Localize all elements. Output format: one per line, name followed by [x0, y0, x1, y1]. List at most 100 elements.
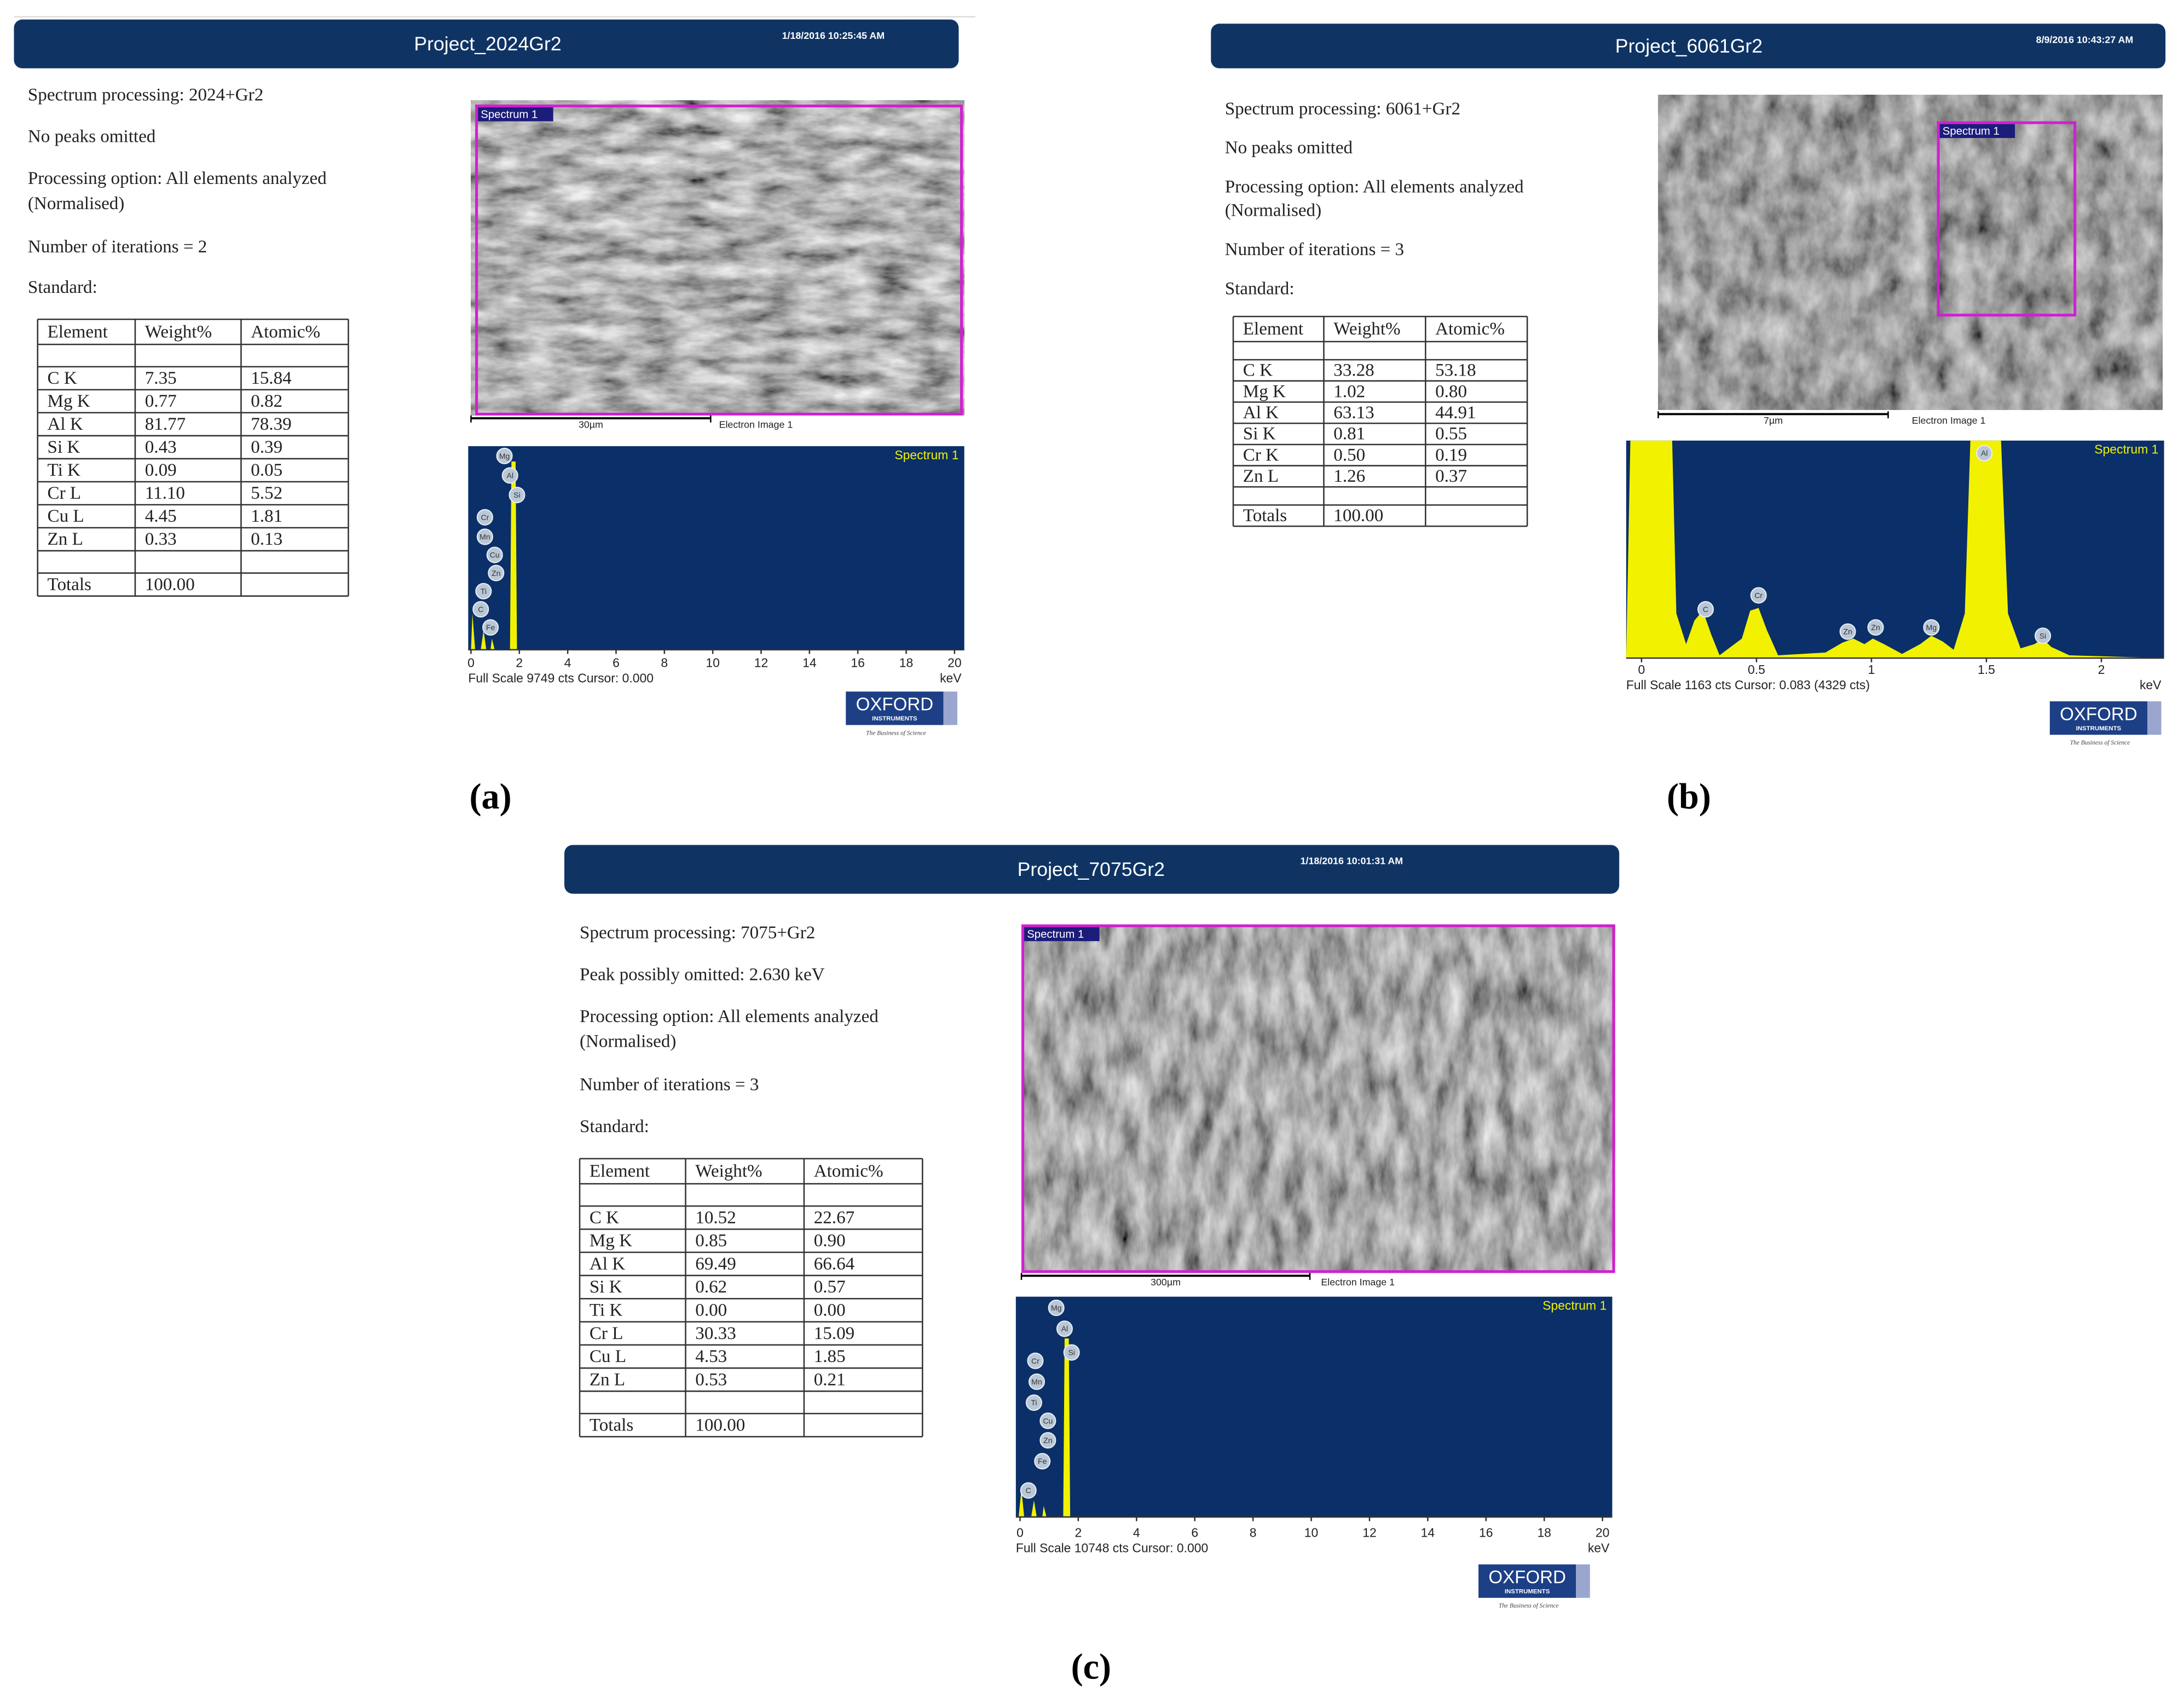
spectrum-tick-label: 20	[948, 655, 961, 670]
logo-strip	[1576, 1564, 1590, 1598]
table-cell: Totals	[48, 575, 91, 595]
spectrum-tick-label: 20	[1596, 1526, 1609, 1540]
table-cell: 15.84	[251, 368, 292, 388]
image-caption: Electron Image 1	[719, 419, 793, 430]
peak-marker	[501, 467, 518, 484]
spectrum-tick-label: 2	[516, 655, 523, 670]
info-line: Number of iterations = 3	[580, 1075, 759, 1095]
table-cell: 100.00	[1333, 506, 1383, 526]
table-cell: Totals	[1243, 506, 1287, 526]
table-cell: 10.52	[695, 1208, 736, 1227]
table-cell: Ti K	[48, 460, 81, 480]
logo-strip	[943, 691, 957, 725]
spectrum-unit: keV	[1588, 1541, 1610, 1555]
peak-label: Fe	[1038, 1457, 1047, 1465]
info-line: (Normalised)	[580, 1032, 676, 1052]
spectrum-tick-label: 1	[1868, 662, 1875, 677]
peak-label: C	[1703, 605, 1708, 614]
table-cell: 0.80	[1435, 382, 1467, 401]
peak-marker	[1039, 1412, 1056, 1429]
spectrum-status: Full Scale 1163 cts Cursor: 0.083 (4329 …	[1626, 678, 1870, 692]
table-cell: Zn L	[590, 1370, 625, 1389]
header-bar	[564, 845, 1620, 894]
spectrum-tick-label: 8	[1250, 1526, 1257, 1540]
table-cell: 0.05	[251, 460, 282, 480]
spectrum-trace	[1626, 440, 2164, 659]
table-cell: Mg K	[590, 1231, 632, 1251]
peak-marker	[475, 582, 492, 599]
scale-label: 7µm	[1764, 415, 1783, 426]
table-cell: 0.53	[695, 1370, 727, 1389]
table-cell: 22.67	[814, 1208, 854, 1227]
info-line: Number of iterations = 3	[1225, 240, 1404, 259]
table-cell: 0.62	[695, 1277, 727, 1297]
peak-label: Mg	[1051, 1303, 1061, 1312]
peak-marker	[1063, 1344, 1080, 1361]
spectrum-unit: keV	[2140, 678, 2162, 692]
peak-marker	[1750, 587, 1767, 604]
info-line: Spectrum processing: 6061+Gr2	[1225, 99, 1460, 119]
spectrum-tick-label: 14	[802, 655, 817, 670]
spectrum-label: Spectrum 1	[1542, 1299, 1607, 1313]
logo-tagline: The Business of Science	[2070, 740, 2130, 746]
table-cell: 0.55	[1435, 424, 1467, 444]
spectrum-status: Full Scale 10748 cts Cursor: 0.000	[1016, 1541, 1208, 1555]
peak-label: Zn	[492, 569, 500, 578]
header-bar	[1211, 24, 2166, 68]
roi-label: Spectrum 1	[1943, 125, 2000, 137]
table-cell: 1.81	[251, 506, 282, 526]
info-line: Processing option: All elements analyzed	[1225, 177, 1524, 197]
sem-image	[471, 100, 964, 416]
logo-box	[2049, 701, 2147, 735]
table-cell: Weight%	[1333, 319, 1400, 339]
table-cell: C K	[1243, 361, 1273, 380]
peak-label: Cr	[1754, 591, 1763, 600]
panel: Project_2024Gr2 1/18/2016 10:25:45 AM Spec…	[14, 19, 964, 817]
info-line: (Normalised)	[28, 194, 124, 214]
peak-marker	[1976, 445, 1993, 461]
table-cell: 0.90	[814, 1231, 846, 1251]
table-cell: Weight%	[695, 1162, 762, 1181]
table-cell: 4.45	[145, 506, 177, 526]
roi-label-bg	[478, 107, 553, 122]
table-cell: 33.28	[1333, 361, 1374, 380]
image-caption: Electron Image 1	[1912, 415, 1986, 426]
peak-label: Mn	[1031, 1377, 1042, 1386]
spectrum-status: Full Scale 9749 cts Cursor: 0.000	[468, 671, 654, 685]
table-cell: Si K	[1243, 424, 1276, 444]
info-line: Standard:	[1225, 279, 1295, 298]
spectrum-label: Spectrum 1	[2094, 442, 2158, 457]
table-cell: Cr K	[1243, 445, 1279, 465]
table-cell: 0.50	[1333, 445, 1365, 465]
spectrum-unit: keV	[940, 671, 962, 685]
table-cell: 63.13	[1333, 403, 1374, 423]
table-cell: Element	[48, 322, 108, 342]
table-cell: Al K	[590, 1254, 625, 1274]
panel-label: (b)	[1667, 777, 1711, 817]
table-cell: 0.57	[814, 1277, 846, 1297]
spectrum-tick-label: 12	[754, 655, 768, 670]
table-cell: 0.39	[251, 437, 282, 457]
info-line: Standard:	[28, 278, 97, 297]
table-cell: Ti K	[590, 1300, 623, 1320]
spectrum-tick-label: 6	[1191, 1526, 1198, 1540]
spectrum-tick-label: 0	[1638, 662, 1645, 677]
roi-box	[1937, 121, 2077, 317]
header-date: 1/18/2016 10:25:45 AM	[782, 30, 885, 41]
peak-marker	[1048, 1300, 1065, 1317]
scale-label: 300µm	[1151, 1277, 1181, 1288]
table-cell: 0.85	[695, 1231, 727, 1251]
spectrum-tick-label: 12	[1362, 1526, 1376, 1540]
table-cell: Si K	[48, 437, 80, 457]
spectrum-tick-label: 1.5	[1978, 662, 1995, 677]
peak-marker	[1034, 1453, 1051, 1470]
logo-box	[1478, 1564, 1576, 1598]
spectrum-tick-label: 0.5	[1748, 662, 1765, 677]
scale-label: 30µm	[579, 419, 603, 430]
header-title: Project_6061Gr2	[1615, 35, 1763, 57]
table-cell: 53.18	[1435, 361, 1476, 380]
peak-label: Cr	[481, 513, 489, 522]
header-title: Project_2024Gr2	[414, 33, 561, 55]
table-cell: 0.82	[251, 391, 282, 411]
